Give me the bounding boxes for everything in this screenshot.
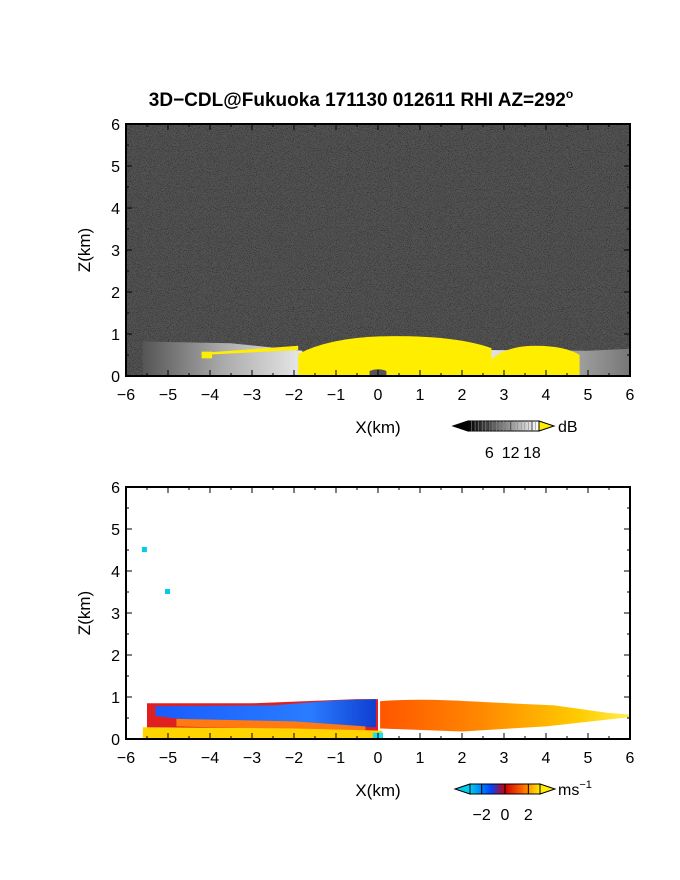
x-tick-label: 6 (626, 750, 635, 767)
y-tick-label: 1 (111, 690, 120, 707)
y-tick-label: 4 (111, 564, 120, 581)
x-tick-label: 5 (584, 750, 593, 767)
x-tick-label: 0 (374, 750, 383, 767)
x-tick-label: −5 (159, 387, 177, 404)
colorbar-under-arrow (453, 783, 471, 795)
y-tick-label: 0 (111, 369, 120, 386)
y-tick-label: 1 (111, 327, 120, 344)
panel-velocity: −6 −5 −4 −3 −2 −1 0 1 2 3 4 5 6 0 1 2 3 4 5 6 Z(km) X(km) (75, 480, 635, 800)
x-tick-label: −6 (117, 750, 135, 767)
y-tick-label: 2 (111, 648, 120, 665)
colorbar-tick-label: 12 (502, 445, 520, 462)
x-tick-label: −4 (201, 387, 219, 404)
x-tick-label: −1 (327, 387, 345, 404)
x-tick-label: 1 (416, 387, 425, 404)
x-axis-label: X(km) (355, 781, 400, 800)
y-tick-label: 4 (111, 201, 120, 218)
x-tick-label: −2 (285, 387, 303, 404)
x-tick-label: 3 (500, 750, 509, 767)
y-tick-label: 6 (111, 480, 120, 497)
colorbar-unit: dB (558, 419, 578, 436)
y-tick-label: 3 (111, 243, 120, 260)
y-tick-label: 2 (111, 285, 120, 302)
x-tick-label: 1 (416, 750, 425, 767)
colorbar-ticks: 6 12 18 (471, 421, 541, 462)
colorbar-velocity: −2 0 2 ms−1 (453, 779, 592, 824)
colorbar-ticks: −2 0 2 (473, 784, 533, 824)
x-tick-label: 3 (500, 387, 509, 404)
colorbar-tick-label: 18 (523, 445, 541, 462)
x-tick-label: 4 (542, 750, 551, 767)
x-tick-label: −4 (201, 750, 219, 767)
colorbar-tick-label: 0 (501, 807, 510, 824)
y-tick-label: 3 (111, 606, 120, 623)
x-tick-label: −3 (243, 750, 261, 767)
colorbar-unit: ms−1 (558, 779, 592, 799)
x-tick-label: 2 (458, 750, 467, 767)
bright-region (491, 345, 580, 376)
x-tick-label: 0 (374, 387, 383, 404)
axes: −6 −5 −4 −3 −2 −1 0 1 2 3 4 5 6 0 1 2 3 4 5 6 (111, 117, 634, 404)
reflectivity-data (142, 336, 630, 376)
chart-title: 3D−CDL@Fukuoka 171130 012611 RHI AZ=292o (149, 87, 573, 111)
plot-frame (125, 486, 631, 740)
y-tick-label: 5 (111, 159, 120, 176)
positive-velocity-band (380, 699, 630, 732)
x-tick-label: −2 (285, 750, 303, 767)
x-tick-label: −3 (243, 387, 261, 404)
y-axis-label: Z(km) (75, 591, 94, 635)
plot-frame (125, 123, 631, 377)
x-tick-label: −1 (327, 750, 345, 767)
x-tick-label: 4 (542, 387, 551, 404)
bright-streak (201, 345, 299, 355)
colorbar-tick-label: 6 (485, 445, 494, 462)
noise-texture (126, 124, 630, 376)
x-axis-label: X(km) (355, 418, 400, 437)
y-tick-label: 5 (111, 522, 120, 539)
y-tick-label: 0 (111, 732, 120, 749)
bright-region (298, 336, 492, 376)
plot-area-background (126, 487, 630, 739)
near-surface-band (142, 727, 383, 738)
y-axis-label: Z(km) (75, 228, 94, 272)
velocity-data (141, 547, 630, 738)
panel-reflectivity: −6 −5 −4 −3 −2 −1 0 1 2 3 4 5 6 0 1 2 3 4 5 6 Z(km) X(km) (75, 117, 635, 437)
colorbar-reflectivity: 6 12 18 dB (451, 419, 578, 462)
bright-patch (201, 351, 213, 359)
colorbar-over-arrow (538, 420, 556, 432)
speckle-point (165, 589, 170, 594)
x-tick-label: 5 (584, 387, 593, 404)
colorbar-tick-label: 2 (524, 807, 533, 824)
x-tick-label: 6 (626, 387, 635, 404)
colorbar-tick-label: −2 (473, 807, 491, 824)
x-tick-label: 2 (458, 387, 467, 404)
axes: −6 −5 −4 −3 −2 −1 0 1 2 3 4 5 6 0 1 2 3 4 5 6 (111, 480, 634, 767)
y-tick-label: 6 (111, 117, 120, 134)
colorbar-under-arrow (451, 420, 469, 432)
x-tick-label: −5 (159, 750, 177, 767)
orange-layer-left (176, 718, 366, 732)
x-tick-label: −6 (117, 387, 135, 404)
speckle-point (141, 547, 147, 552)
colorbar-over-arrow (539, 783, 557, 795)
